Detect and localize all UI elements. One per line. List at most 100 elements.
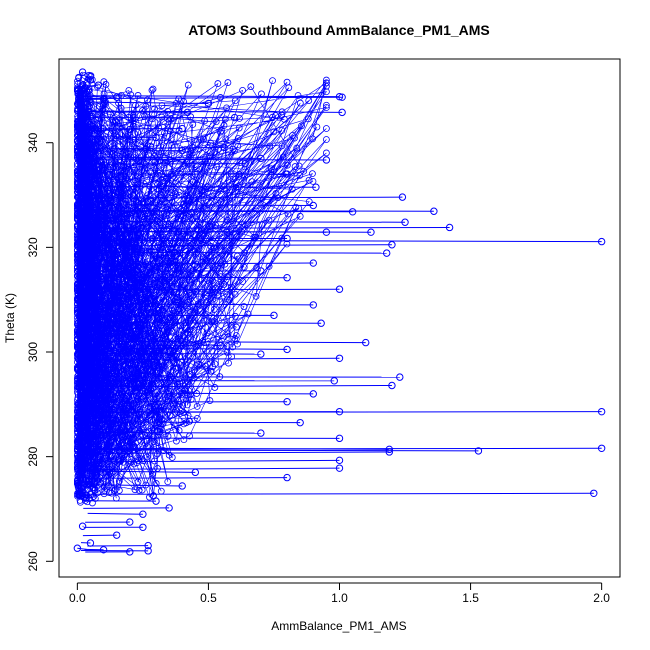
data-point (135, 158, 143, 165)
data-point (84, 161, 91, 169)
data-point (87, 99, 95, 106)
data-point (154, 243, 162, 251)
data-point (108, 263, 115, 271)
data-point (75, 355, 83, 363)
data-point (94, 83, 101, 91)
data-point (305, 198, 313, 206)
data-point (134, 478, 142, 486)
data-point (79, 90, 87, 97)
data-point (83, 231, 91, 239)
data-point (208, 289, 216, 297)
data-point (330, 377, 338, 385)
data-point (112, 206, 120, 214)
data-point (76, 485, 83, 493)
data-point (217, 273, 225, 281)
data-point (124, 206, 132, 214)
data-point (110, 346, 118, 354)
data-point (296, 99, 304, 107)
data-point (257, 350, 265, 358)
data-point (385, 445, 394, 454)
data-point (291, 163, 299, 170)
data-point (231, 97, 239, 105)
data-point (305, 176, 313, 184)
data-point (385, 448, 394, 456)
data-point (272, 112, 279, 119)
data-point (225, 359, 232, 367)
data-point (151, 152, 159, 160)
data-point (143, 273, 151, 281)
data-point (222, 187, 230, 195)
data-point (130, 332, 138, 340)
data-point (322, 104, 330, 111)
data-point (118, 111, 126, 119)
data-point (159, 243, 167, 251)
data-point (296, 418, 304, 427)
data-point (86, 170, 94, 178)
data-point (597, 444, 606, 452)
data-point (135, 291, 143, 299)
data-point (112, 494, 120, 502)
data-point (168, 189, 176, 197)
data-point (87, 330, 94, 338)
data-point (74, 151, 81, 159)
data-point (142, 295, 149, 303)
data-point (85, 107, 93, 115)
data-point (94, 208, 102, 216)
data-point (136, 248, 144, 256)
data-point (278, 234, 286, 242)
data-point (176, 410, 184, 417)
data-point (122, 374, 130, 382)
data-point (139, 457, 147, 465)
data-point (97, 427, 105, 434)
data-point (291, 134, 298, 142)
data-point (177, 337, 185, 345)
data-point (113, 465, 121, 473)
data-point (206, 153, 214, 161)
x-tick-label: 2.0 (593, 591, 610, 605)
data-point (93, 115, 101, 123)
data-point (78, 123, 86, 131)
data-point (127, 228, 134, 235)
series-segment (83, 447, 602, 450)
data-point (597, 237, 606, 246)
data-point (122, 346, 130, 354)
data-point (221, 115, 229, 123)
data-point (161, 340, 168, 348)
data-point (126, 450, 134, 458)
data-point (141, 273, 149, 281)
data-point (298, 122, 305, 130)
data-point (168, 142, 176, 149)
data-point (162, 353, 170, 361)
data-point (97, 465, 105, 473)
data-point (146, 305, 154, 313)
data-point (156, 315, 163, 323)
data-point (313, 123, 321, 131)
data-point (75, 347, 83, 355)
data-point (304, 115, 312, 123)
data-point (101, 189, 109, 197)
data-point (247, 83, 255, 90)
data-point (236, 159, 244, 166)
data-point (156, 419, 163, 427)
data-point (283, 345, 291, 354)
data-point (86, 318, 94, 325)
data-point (362, 338, 370, 347)
data-point (85, 398, 93, 406)
data-point (296, 172, 304, 179)
data-point (174, 264, 182, 272)
data-point (106, 332, 114, 340)
data-point (212, 118, 220, 126)
data-point (125, 87, 133, 94)
data-point (210, 306, 218, 313)
data-point (113, 132, 121, 140)
data-point (82, 491, 90, 499)
data-point (117, 265, 125, 272)
data-point (82, 178, 90, 186)
data-point (88, 155, 96, 163)
data-point (87, 139, 95, 147)
data-point (96, 481, 103, 489)
data-point (83, 445, 91, 453)
data-point (97, 390, 105, 398)
data-point (244, 310, 252, 318)
data-point (309, 135, 317, 143)
